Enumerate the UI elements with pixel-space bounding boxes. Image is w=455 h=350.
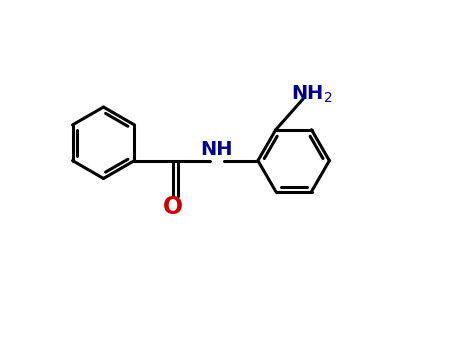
Text: O: O: [163, 195, 183, 219]
Text: NH$_2$: NH$_2$: [291, 83, 333, 105]
Text: NH: NH: [201, 140, 233, 159]
